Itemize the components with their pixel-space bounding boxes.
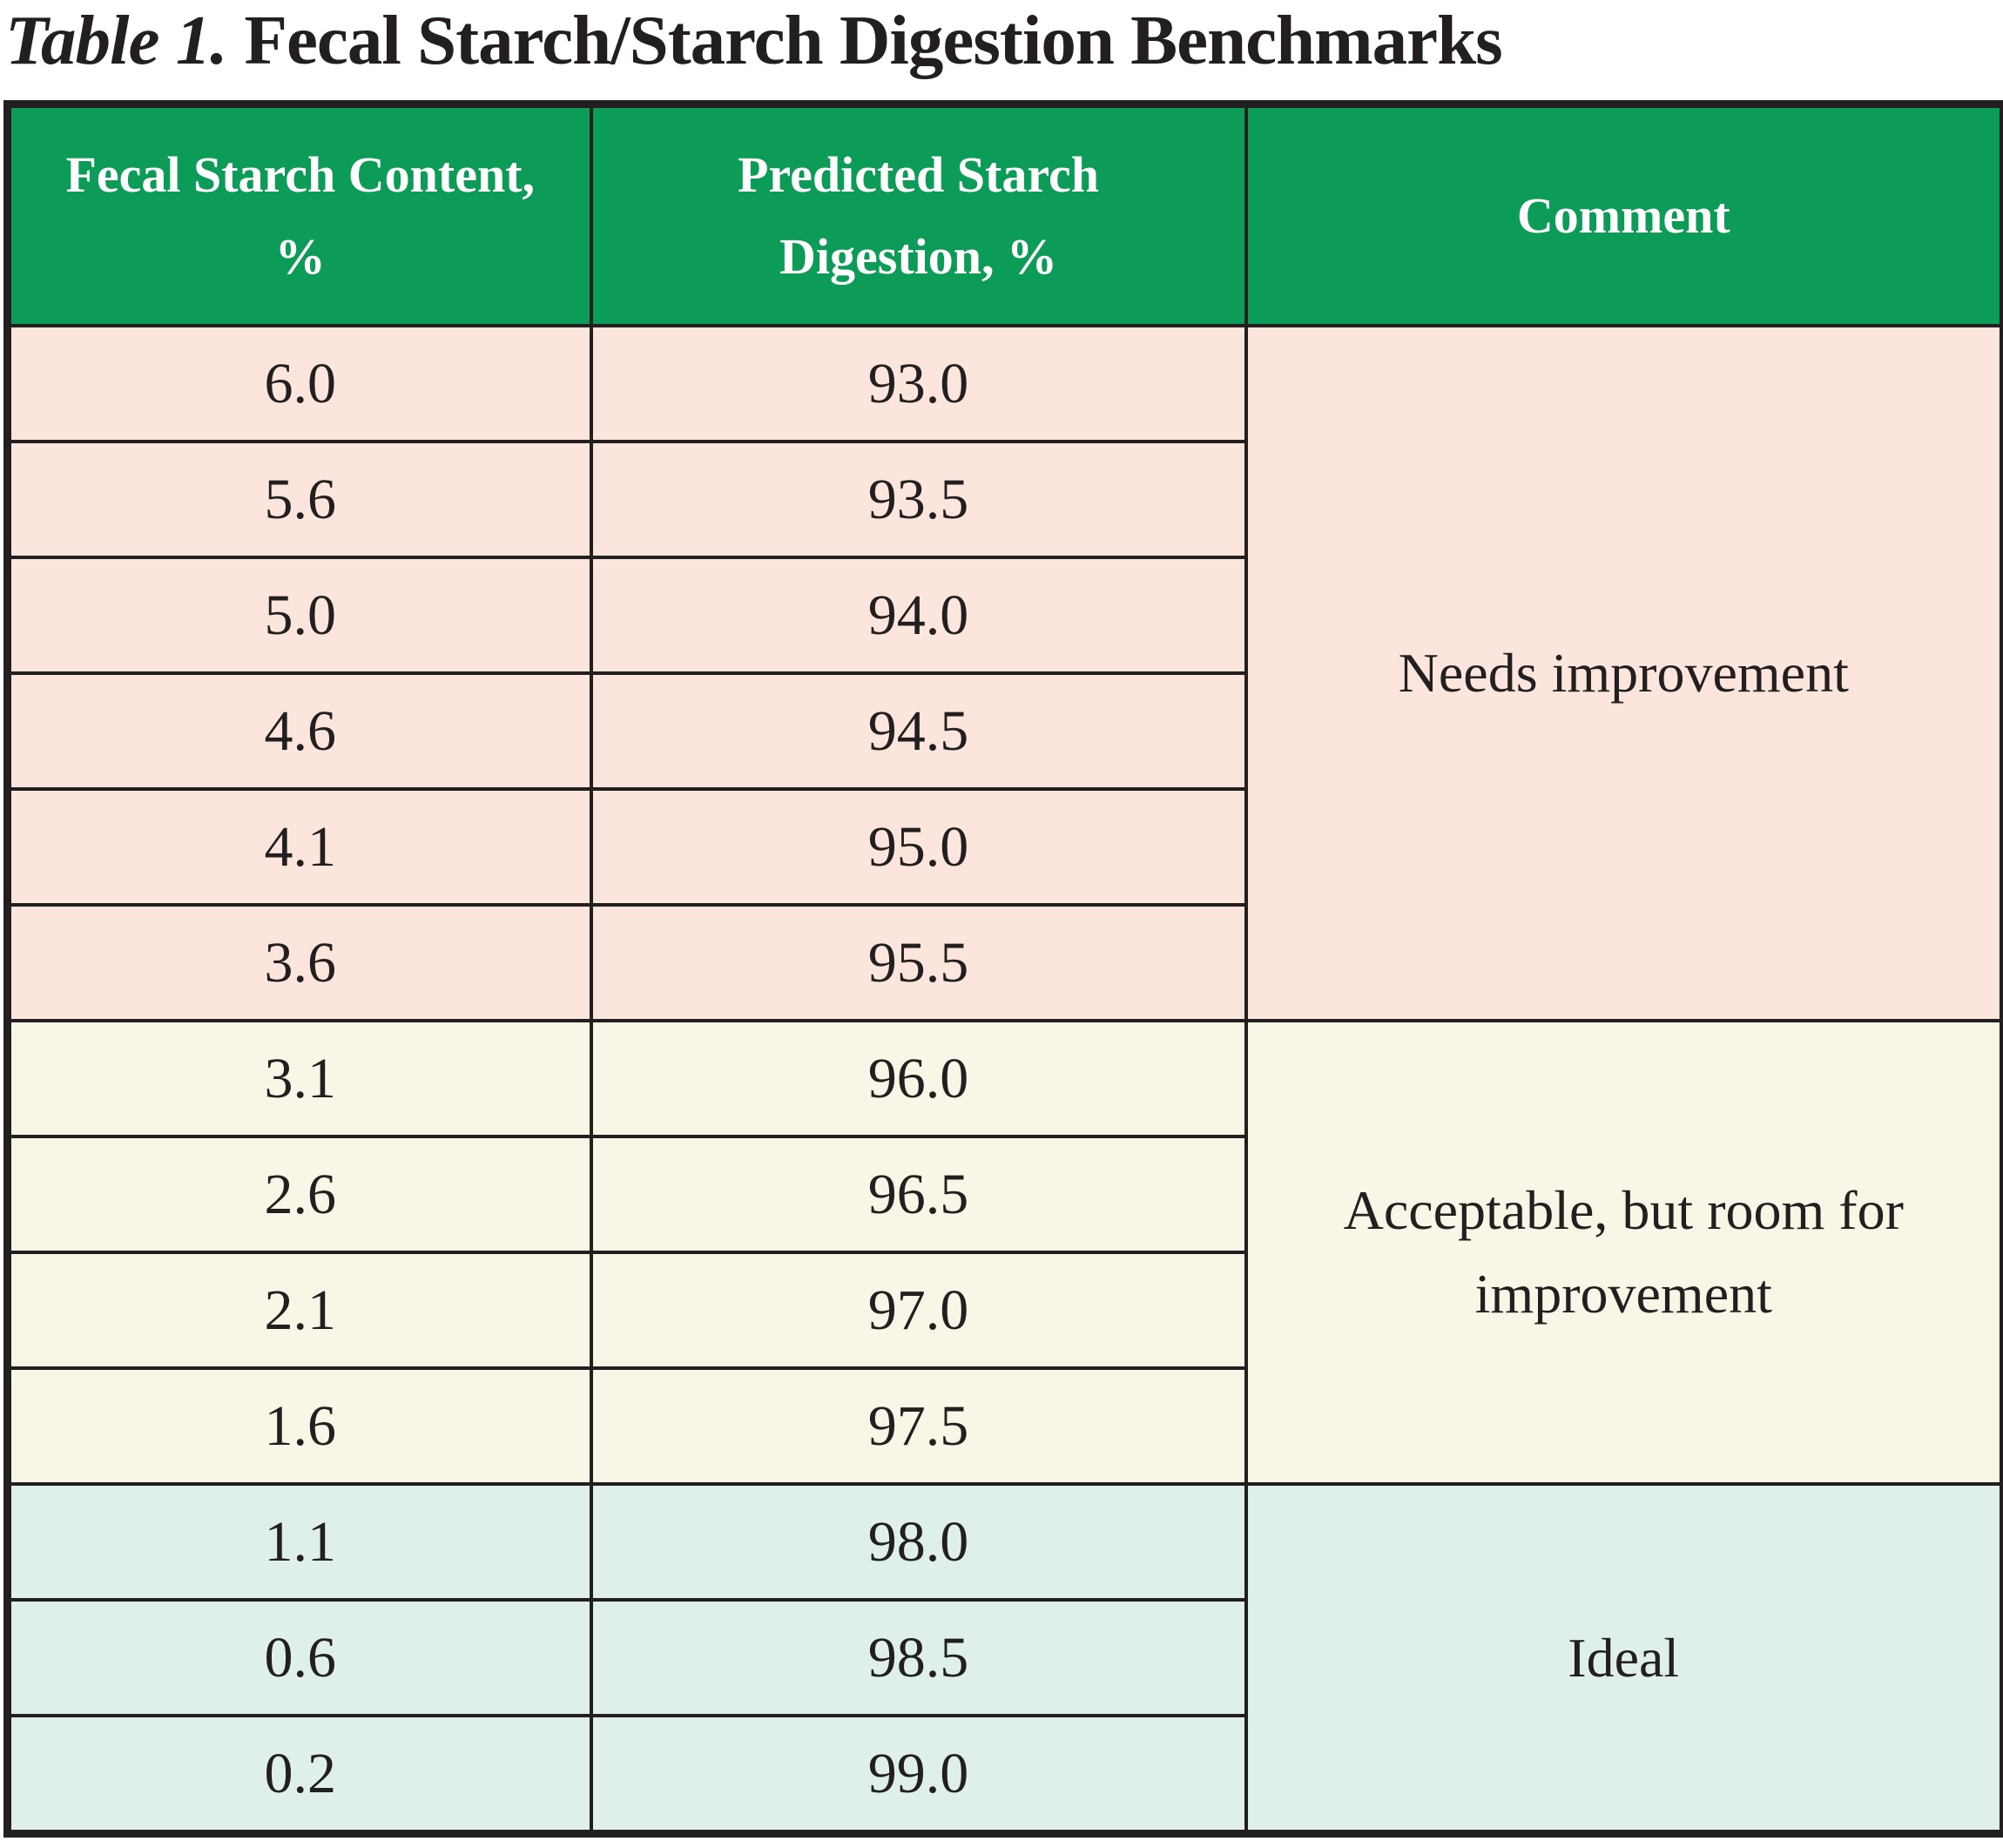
header-row: Fecal Starch Content, % Predicted Starch… [5,102,2003,328]
cell-digestion: 97.5 [589,1366,1248,1487]
cell-fecal-starch: 4.1 [5,787,593,907]
cell-fecal-starch: 0.6 [5,1598,593,1718]
cell-digestion: 97.0 [589,1251,1248,1371]
table-row: 2.1 97.0 [5,1251,2003,1371]
table-row: 4.1 95.0 [5,787,2003,907]
cell-digestion: 96.5 [589,1135,1248,1255]
cell-digestion: 98.0 [589,1482,1248,1602]
cell-fecal-starch: 3.1 [5,1019,593,1139]
table-row: 5.0 94.0 [5,556,2003,676]
table-number-label: Table 1. [5,1,227,79]
cell-digestion: 95.0 [589,787,1248,907]
page-title: Table 1. Fecal Starch/Starch Digestion Be… [0,0,2003,79]
table-row: 3.6 95.5 [5,903,2003,1023]
cell-fecal-starch: 0.2 [5,1714,593,1836]
cell-digestion: 96.0 [589,1019,1248,1139]
cell-fecal-starch: 1.1 [5,1482,593,1602]
table-row: 1.1 98.0 Ideal [5,1482,2003,1836]
table-row: 6.0 93.0 Needs improvement [5,324,2003,1023]
table-row: 5.6 93.5 [5,440,2003,560]
cell-digestion: 94.5 [589,671,1248,792]
table-row: 0.6 98.5 [5,1598,2003,1718]
cell-fecal-starch: 3.6 [5,903,593,1023]
table-row: 3.1 96.0 Acceptable, but room for improv… [5,1019,2003,1487]
cell-digestion: 93.0 [589,324,1248,444]
cell-fecal-starch: 4.6 [5,671,593,792]
cell-comment-needs-improvement: Needs improvement [1244,324,2003,1023]
table-row: 1.6 97.5 [5,1366,2003,1487]
cell-fecal-starch: 1.6 [5,1366,593,1487]
cell-fecal-starch: 2.1 [5,1251,593,1371]
cell-comment-ideal: Ideal [1244,1482,2003,1836]
cell-digestion: 94.0 [589,556,1248,676]
cell-digestion: 95.5 [589,903,1248,1023]
cell-fecal-starch: 2.6 [5,1135,593,1255]
cell-digestion: 99.0 [589,1714,1248,1836]
col-header-predicted-digestion: Predicted Starch Digestion, % [589,102,1248,328]
table-title-text: Fecal Starch/Starch Digestion Benchmarks [244,1,1503,79]
cell-digestion: 98.5 [589,1598,1248,1718]
benchmarks-table: Fecal Starch Content, % Predicted Starch… [3,100,2003,1838]
cell-fecal-starch: 6.0 [5,324,593,444]
table-row: 4.6 94.5 [5,671,2003,792]
cell-fecal-starch: 5.0 [5,556,593,676]
cell-fecal-starch: 5.6 [5,440,593,560]
col-header-fecal-starch: Fecal Starch Content, % [5,102,593,328]
table-row: 2.6 96.5 [5,1135,2003,1255]
cell-digestion: 93.5 [589,440,1248,560]
table-row: 0.2 99.0 [5,1714,2003,1836]
cell-comment-acceptable: Acceptable, but room for improvement [1244,1019,2003,1487]
col-header-comment: Comment [1244,102,2003,328]
